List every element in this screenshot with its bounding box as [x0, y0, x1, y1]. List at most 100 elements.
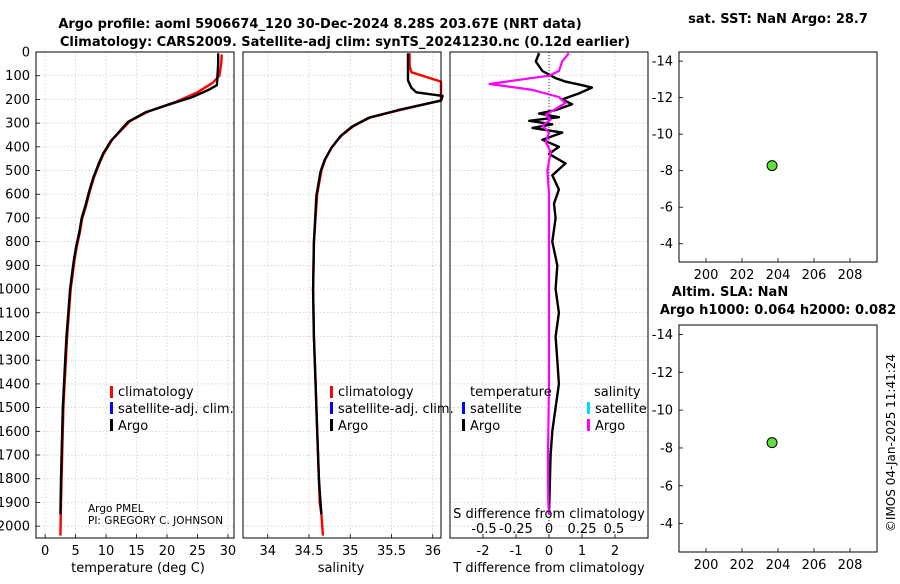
y-tick-label-0: 0 — [22, 46, 30, 61]
sla-map-points — [766, 437, 778, 449]
legend-swatch-climatology — [330, 386, 333, 398]
legend-swatch-climatology — [110, 386, 113, 398]
y-tick-label-11: 1100 — [0, 306, 30, 321]
y-tick-label-0: -4 — [660, 517, 673, 532]
y-tick-label-19: 1900 — [0, 496, 30, 511]
x-tick-label-2: 35 — [342, 544, 359, 559]
difference-legend: temperature salinity satellite Argo sate… — [462, 385, 647, 434]
x-tick-label-0: -2 — [477, 544, 490, 559]
difference-xlabel: T difference from climatology — [452, 561, 645, 576]
series-line-argo — [311, 53, 444, 515]
legend-swatch-t-satellite — [462, 402, 465, 414]
temperature-tick-labels: 0 5 10 15 20 25 300100200300400500600700800900… — [0, 46, 236, 560]
legend-title-salinity: salinity — [594, 385, 641, 400]
sla-map-title-line-1: Altim. SLA: NaN — [672, 285, 788, 300]
y-tick-label-18: 1800 — [0, 472, 30, 487]
x-tick-label-6: 30 — [220, 544, 237, 559]
x-tick-label-0: 200 — [694, 268, 719, 283]
y-tick-label-9: 900 — [5, 259, 30, 274]
y-tick-label-8: 800 — [5, 235, 30, 250]
x-tick-label-1: 34.5 — [295, 544, 324, 559]
sst-map-tick-labels: 200 202 204 206 208 -4 -6 -8 -10 -12 -14 — [652, 55, 863, 283]
y-tick-label-1: -6 — [660, 479, 673, 494]
y-tick-label-2: 200 — [5, 93, 30, 108]
salinity-grid — [243, 51, 441, 538]
sst-map-panel: 200 202 204 206 208 -4 -6 -8 -10 -12 -14 — [652, 51, 878, 283]
difference-series — [488, 52, 594, 538]
series-line-salinity-argo — [488, 52, 570, 515]
x-tick-label-1: 202 — [730, 558, 755, 573]
x-tick-label-0: 0 — [41, 544, 49, 559]
difference-panel: -2 -1 0 1 2 T difference from climatology S … — [449, 51, 649, 576]
y-tick-label-10: 1000 — [0, 283, 30, 298]
x-tick-label-3: 35.5 — [377, 544, 406, 559]
x-tick-label-2: 0 — [545, 544, 553, 559]
x-tick-label-2: 10 — [98, 544, 115, 559]
legend-swatch-t-argo — [462, 419, 465, 431]
x-tick-label-4: 36 — [424, 544, 441, 559]
legend-label-argo: Argo — [338, 419, 368, 434]
title-line-2: Climatology: CARS2009. Satellite-adj cli… — [60, 35, 630, 50]
y-tick-label-3: -10 — [652, 404, 673, 419]
x-tick-label-0: 200 — [694, 558, 719, 573]
y-tick-label-3: 300 — [5, 117, 30, 132]
legend-title-temperature: temperature — [470, 385, 552, 400]
legend-swatch-s-argo — [587, 419, 590, 431]
x-tick-label-1: 5 — [71, 544, 79, 559]
sla-map-title-line-2: Argo h1000: 0.064 h2000: 0.082 — [660, 303, 896, 318]
y-tick-label-7: 700 — [5, 211, 30, 226]
sla-map-axes-frame — [678, 324, 878, 553]
legend-swatch-satellite — [330, 402, 333, 414]
legend-swatch-argo — [330, 419, 333, 431]
legend-swatch-argo — [110, 419, 113, 431]
salinity-axes-frame — [242, 51, 442, 539]
y-tick-label-15: 1500 — [0, 401, 30, 416]
temperature-series — [59, 53, 223, 536]
x-tick-label-3: 1 — [578, 544, 586, 559]
salinity-panel: 34 34.5 35 35.5 36 salinity climatology sate… — [242, 51, 454, 576]
pi-annotation-line-1: Argo PMEL — [88, 503, 144, 515]
y-tick-label-4: -12 — [652, 366, 673, 381]
series-line-argo — [59, 53, 220, 515]
top-tick-0: -0.5 — [471, 522, 496, 537]
top-tick-3: 0.25 — [568, 522, 597, 537]
x-tick-label-1: 202 — [730, 268, 755, 283]
legend-label-t-argo: Argo — [470, 419, 500, 434]
y-tick-label-6: 600 — [5, 188, 30, 203]
temperature-legend: climatology satellite-adj. clim. Argo — [110, 385, 234, 434]
difference-axes-frame — [449, 51, 649, 539]
x-tick-label-2: 204 — [766, 268, 791, 283]
difference-tick-labels: -2 -1 0 1 2 — [477, 534, 619, 559]
y-tick-label-12: 1200 — [0, 330, 30, 345]
y-tick-label-13: 1300 — [0, 354, 30, 369]
temperature-axes-frame — [35, 51, 235, 539]
y-tick-label-2: -8 — [660, 164, 673, 179]
temperature-xlabel: temperature (deg C) — [71, 561, 205, 576]
y-tick-label-2: -8 — [660, 441, 673, 456]
y-tick-label-5: -14 — [652, 328, 673, 343]
top-tick-1: -0.25 — [499, 522, 533, 537]
x-tick-label-4: 20 — [159, 544, 176, 559]
series-line-climatology — [311, 53, 443, 536]
top-tick-4: 0.5 — [604, 522, 625, 537]
sla-map-tick-labels: 200 202 204 206 208 -4 -6 -8 -10 -12 -14 — [652, 328, 863, 573]
top-tick-2: 0 — [545, 522, 553, 537]
sst-map-axes-frame — [678, 51, 878, 263]
legend-label-climatology: climatology — [338, 385, 414, 400]
temperature-grid — [36, 51, 234, 538]
y-tick-label-4: 400 — [5, 140, 30, 155]
pi-annotation-line-2: PI: GREGORY C. JOHNSON — [88, 515, 223, 527]
legend-swatch-s-satellite — [587, 402, 590, 414]
legend-swatch-satellite — [110, 402, 113, 414]
y-tick-label-1: -6 — [660, 201, 673, 216]
legend-label-satellite: satellite-adj. clim. — [338, 402, 454, 417]
sst-map-points — [766, 160, 778, 172]
argo-location-point-0 — [766, 437, 778, 449]
salinity-tick-labels: 34 34.5 35 35.5 36 — [259, 534, 441, 559]
x-tick-label-1: -1 — [510, 544, 523, 559]
x-tick-label-4: 208 — [838, 558, 863, 573]
salinity-xlabel: salinity — [318, 561, 365, 576]
y-tick-label-5: -14 — [652, 55, 673, 70]
legend-label-satellite: satellite-adj. clim. — [118, 402, 234, 417]
